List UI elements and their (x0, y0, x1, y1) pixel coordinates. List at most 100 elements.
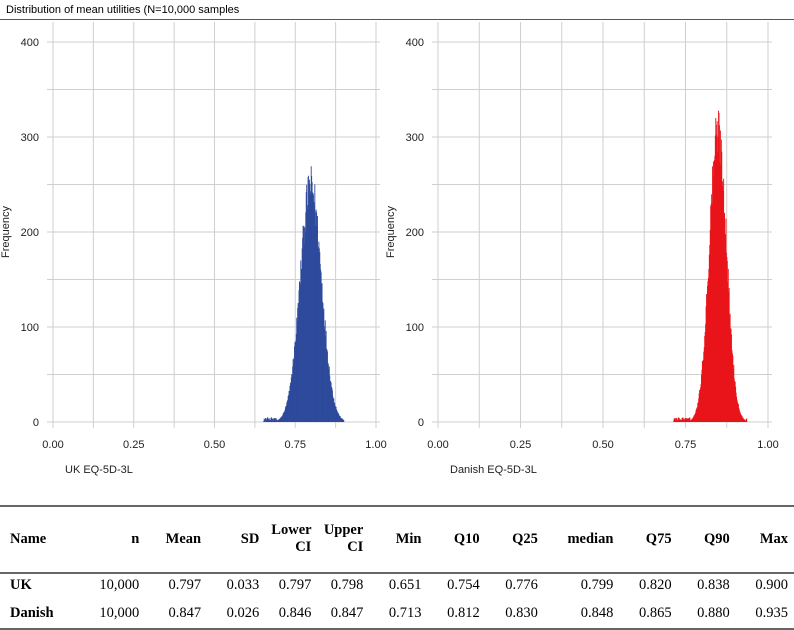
panel1-histogram-bar (287, 399, 289, 422)
panel2-histogram-bar (737, 403, 739, 422)
panel2-histogram-bar (735, 386, 737, 422)
panel2-histogram-bar (740, 414, 742, 422)
cell-sd: 0.026 (226, 604, 260, 621)
panel1-histogram-bar (307, 177, 309, 422)
panel2-histogram-bar (743, 418, 744, 422)
panel1-histogram-bar (341, 418, 342, 422)
panel2-histogram-bar (679, 419, 681, 422)
panel1-histogram-bar (312, 192, 314, 422)
panel1-histogram-bar (310, 166, 312, 422)
panel1-histogram-bar (265, 418, 267, 422)
panel1-histogram-bar (292, 366, 294, 422)
panel1-histogram-bar (301, 248, 303, 422)
panel1-histogram-bar (322, 302, 324, 422)
panel1-histogram-bar (330, 382, 332, 422)
panel1-histogram-bar (338, 414, 340, 422)
panel1-histogram-bar (326, 349, 328, 422)
panel1-histogram-bar (314, 211, 316, 422)
panel2-histogram-bar (713, 175, 715, 422)
panel2-histogram-bar (716, 134, 718, 422)
panel2-histogram-bar (737, 404, 739, 422)
panel2-histogram-bar (737, 401, 738, 422)
panel1-histogram-bar (336, 411, 338, 422)
panel1-histogram-bar (337, 413, 339, 422)
panel1-histogram-bar (324, 329, 326, 422)
panel2-histogram-bar (683, 418, 685, 422)
panel1-histogram-bar (271, 418, 273, 422)
panel1-histogram-bar (325, 336, 327, 422)
top-rule (0, 19, 794, 20)
cell-max: 0.935 (755, 604, 788, 621)
panel2-histogram-bar (694, 413, 696, 422)
panel2-histogram-bar (742, 417, 744, 422)
cell-median: 0.848 (580, 604, 614, 621)
cell-mean: 0.797 (168, 576, 202, 593)
panel1-histogram-bar (299, 282, 301, 422)
panel1-histogram-bar (315, 209, 317, 422)
panel1-histogram-bar (313, 202, 315, 422)
panel1-histogram-bar (290, 377, 292, 422)
panel1-histogram-bar (318, 241, 320, 422)
panel1-histogram-bar (303, 244, 305, 422)
panel2-histogram-bar (681, 420, 683, 422)
panel1-histogram-bar (264, 420, 266, 422)
panel2-histogram-bar (710, 203, 712, 422)
header-min: Min (395, 530, 422, 547)
panel2-histogram-bar (696, 407, 698, 422)
panel2-histogram-bar (721, 186, 723, 422)
panel1-y-tick-label: 100 (21, 322, 39, 334)
panel2-histogram-bar (702, 359, 704, 422)
panel1-histogram-bar (325, 330, 327, 422)
panel1-histogram-bar (285, 405, 287, 422)
panel1-histogram-bar (283, 412, 285, 422)
panel2-histogram-bar (719, 130, 721, 423)
cell-q25: 0.830 (505, 604, 538, 621)
panel1-histogram-bar (266, 419, 268, 422)
panel2-histogram-bar (697, 402, 699, 422)
panel2-histogram-bar (726, 257, 728, 422)
panel2-histogram-bar (722, 190, 724, 422)
panel1-histogram-bar (301, 269, 303, 422)
panel1-histogram-bar (318, 248, 320, 422)
panel2-histogram-bar (741, 416, 743, 422)
panel1-histogram-bar (267, 417, 269, 422)
panel1-histogram-bar (326, 348, 328, 422)
panel2-histogram-bar (696, 407, 698, 422)
panel2-histogram-bar (743, 419, 745, 422)
panel1-histogram-bar (280, 416, 282, 422)
panel1-histogram-bar (276, 420, 278, 422)
panel2-histogram-bar (707, 285, 708, 422)
cell-mean: 0.847 (168, 604, 202, 621)
panel1-histogram-bar (316, 212, 318, 422)
panel2-histogram-bar (702, 361, 704, 422)
panel2-histogram-bar (725, 252, 727, 422)
panel2-histogram-bar (745, 418, 747, 422)
panel2-histogram-bar (728, 291, 730, 422)
panel2-histogram-bar (731, 334, 732, 422)
panel1-histogram-bar (297, 303, 299, 422)
panel2-histogram-bar (688, 417, 690, 422)
panel2-histogram-bar (704, 332, 706, 422)
panel1-histogram-bar (280, 418, 281, 422)
panel2-x-tick-label: 0.50 (592, 439, 613, 451)
panel1-histogram-bar (340, 417, 342, 422)
panel1-histogram-bar (336, 410, 338, 422)
panel1-y-tick-label: 300 (21, 132, 39, 144)
panel1-histogram-bar (271, 419, 273, 422)
panel2-histogram-bar (675, 418, 677, 422)
panel1-histogram-bar (272, 418, 274, 422)
panel2-histogram-bar (682, 418, 683, 422)
panel1-histogram-bar (337, 412, 339, 422)
cell-median: 0.799 (580, 576, 614, 593)
panel2-histogram-bar (676, 420, 678, 422)
panel2-histogram-bar (677, 420, 679, 422)
panel1-histogram-bar (268, 419, 270, 422)
panel2-histogram-bar (685, 417, 687, 422)
panel2-histogram-bar (678, 417, 680, 422)
panel1-histogram-bar (302, 225, 304, 422)
panel1-histogram-bar (300, 260, 302, 422)
panel2-histogram-bar (700, 387, 701, 422)
panel1-histogram-bar (296, 317, 298, 422)
panel1-histogram-bar (275, 420, 277, 422)
panel1-histogram-bar (313, 194, 314, 422)
